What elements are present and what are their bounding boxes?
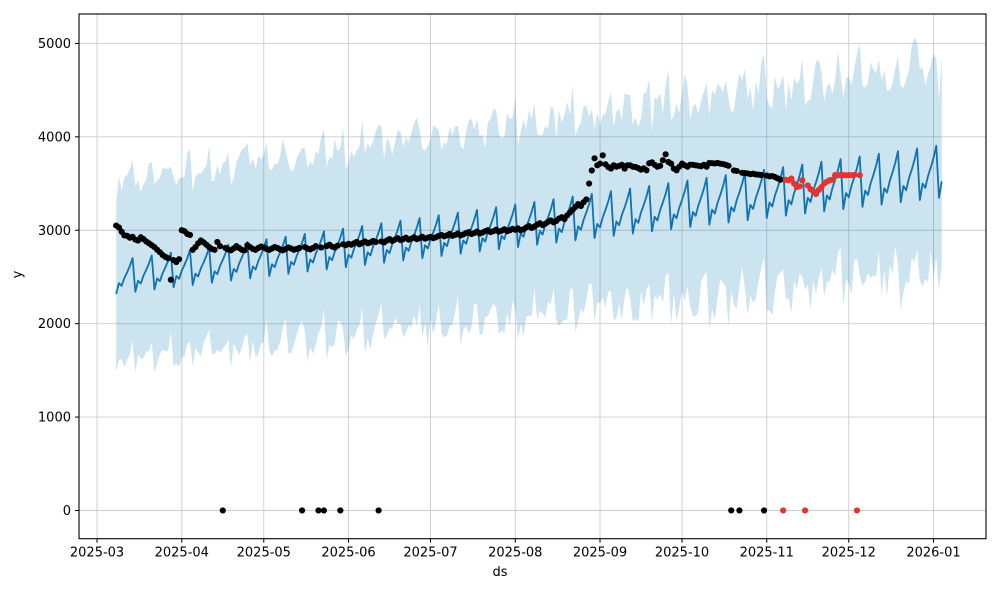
svg-text:2026-01: 2026-01: [906, 546, 960, 561]
x-axis-label: ds: [492, 565, 508, 580]
svg-text:2025-09: 2025-09: [573, 546, 627, 561]
svg-text:2025-06: 2025-06: [321, 546, 375, 561]
svg-text:1000: 1000: [38, 411, 71, 426]
svg-text:2025-03: 2025-03: [70, 546, 124, 561]
svg-text:3000: 3000: [38, 224, 71, 239]
svg-text:2025-04: 2025-04: [155, 546, 209, 561]
svg-text:2000: 2000: [38, 317, 71, 332]
svg-text:2025-07: 2025-07: [403, 546, 457, 561]
svg-text:4000: 4000: [38, 130, 71, 145]
svg-text:5000: 5000: [38, 37, 71, 52]
svg-text:2025-08: 2025-08: [488, 546, 542, 561]
svg-text:2025-12: 2025-12: [822, 546, 876, 561]
y-axis-label: y: [10, 270, 26, 279]
svg-text:2025-05: 2025-05: [237, 546, 291, 561]
svg-text:2025-11: 2025-11: [740, 546, 794, 561]
svg-text:0: 0: [63, 504, 71, 519]
svg-text:2025-10: 2025-10: [655, 546, 709, 561]
